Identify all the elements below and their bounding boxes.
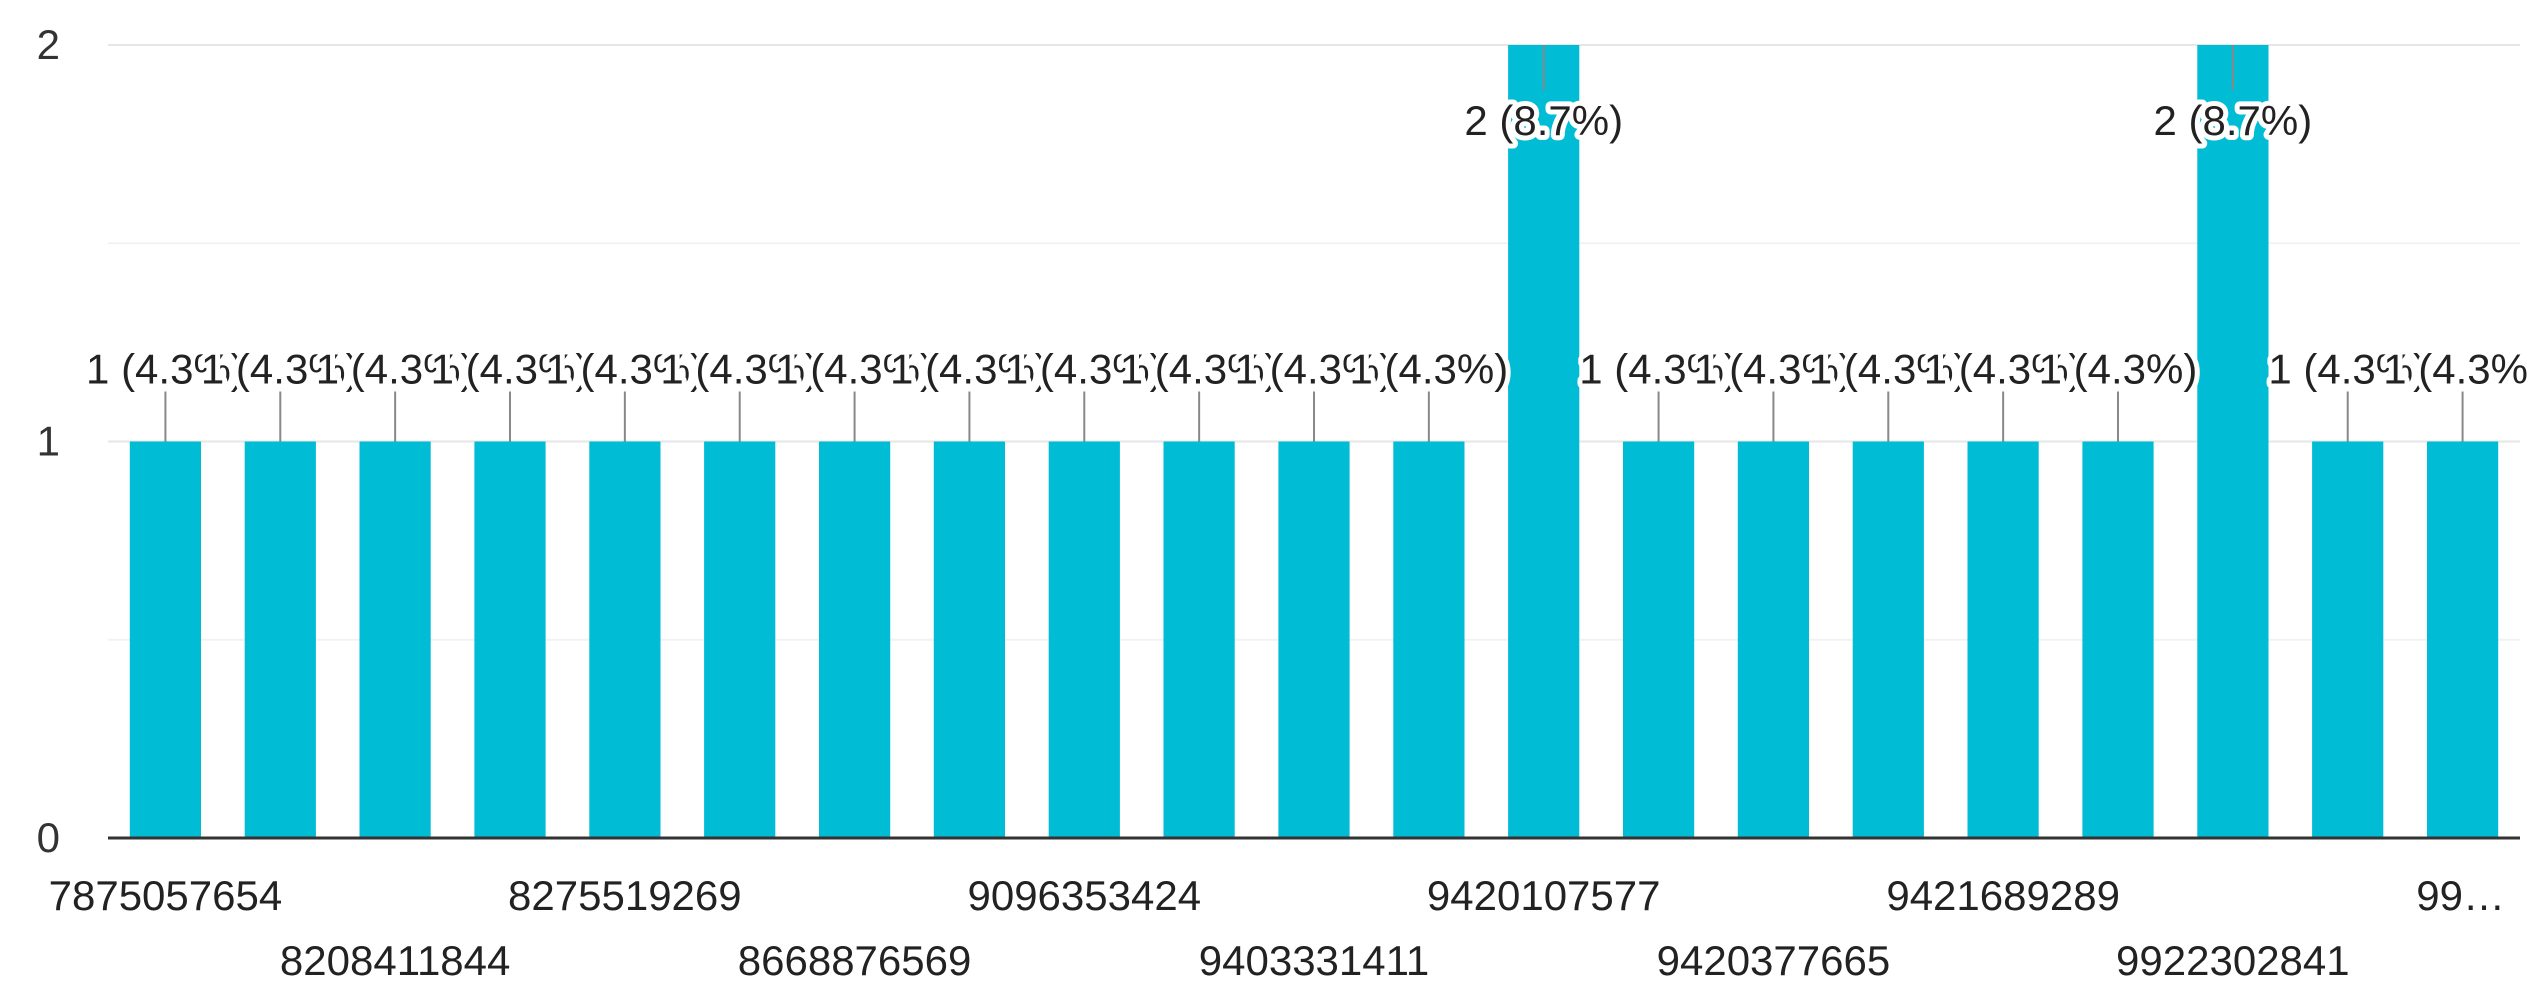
data-label: 1 (4.3%) xyxy=(1349,346,1508,393)
x-axis-category-labels: 7875057654 8208411844 8275519269 8668876569… xyxy=(49,872,2505,984)
bar[interactable] xyxy=(244,441,316,839)
data-label: 1 (4.3%) xyxy=(2268,346,2427,393)
data-label: 1 (4.3%) xyxy=(86,346,245,393)
bar[interactable] xyxy=(1737,441,1809,839)
bar[interactable] xyxy=(933,441,1005,839)
y-tick-label: 1 xyxy=(37,418,60,465)
x-category-label: 8275519269 xyxy=(508,872,742,919)
bar[interactable] xyxy=(1163,441,1235,839)
data-label: 1 (4.3%) xyxy=(1120,346,1279,393)
data-label: 1 (4.3%) xyxy=(545,346,704,393)
x-category-label: 9420377665 xyxy=(1657,937,1891,984)
bar[interactable] xyxy=(2312,441,2384,839)
data-label: 1 (4.3%) xyxy=(890,346,1049,393)
y-tick-label: 2 xyxy=(37,21,60,68)
bar[interactable] xyxy=(1967,441,2039,839)
bar[interactable] xyxy=(1393,441,1465,839)
x-category-label: 9421689289 xyxy=(1886,872,2120,919)
data-label: 1 (4.3%) xyxy=(1579,346,1738,393)
bar[interactable] xyxy=(1278,441,1350,839)
bar[interactable] xyxy=(2197,45,2269,838)
data-label: 1 (4.3%) xyxy=(201,346,360,393)
bar[interactable] xyxy=(1048,441,1120,839)
bar[interactable] xyxy=(1852,441,1924,839)
data-labels: 1 (4.3%)1 (4.3%)1 (4.3%)1 (4.3%)1 (4.3%)… xyxy=(81,45,2528,442)
x-category-label: 99… xyxy=(2416,872,2505,919)
bar[interactable] xyxy=(2427,441,2499,839)
bar[interactable] xyxy=(1508,45,1580,838)
data-label: 1 (4.3%) xyxy=(775,346,934,393)
bars xyxy=(129,45,2499,839)
data-label: 2 (8.7%) xyxy=(1464,97,1623,144)
x-category-label: 8668876569 xyxy=(738,937,972,984)
data-label: 1 (4.3%) xyxy=(1924,346,2083,393)
x-category-label: 9096353424 xyxy=(967,872,1201,919)
x-category-label: 9420107577 xyxy=(1427,872,1661,919)
data-label: 1 (4.3%) xyxy=(660,346,819,393)
bar[interactable] xyxy=(129,441,201,839)
data-label: 2 (8.7%) xyxy=(2153,97,2312,144)
bar[interactable] xyxy=(589,441,661,839)
data-label: 1 (4.3%) xyxy=(1005,346,1164,393)
bar[interactable] xyxy=(704,441,776,839)
y-tick-label: 0 xyxy=(37,814,60,861)
bar[interactable] xyxy=(359,441,431,839)
x-category-label: 9922302841 xyxy=(2116,937,2350,984)
bar[interactable] xyxy=(819,441,891,839)
data-label: 1 (4.3%) xyxy=(2383,346,2528,393)
data-label: 1 (4.3%) xyxy=(316,346,475,393)
bar[interactable] xyxy=(474,441,546,839)
x-category-label: 9403331411 xyxy=(1199,937,1429,984)
bar[interactable] xyxy=(1623,441,1695,839)
x-category-label: 7875057654 xyxy=(49,872,283,919)
x-category-label: 8208411844 xyxy=(280,937,510,984)
bar[interactable] xyxy=(2082,441,2154,839)
data-label: 1 (4.3%) xyxy=(1235,346,1394,393)
data-label: 1 (4.3%) xyxy=(1809,346,1968,393)
data-label: 1 (4.3%) xyxy=(1694,346,1853,393)
y-axis-ticks: 0 1 2 xyxy=(37,21,60,861)
data-label: 1 (4.3%) xyxy=(431,346,590,393)
data-label: 1 (4.3%) xyxy=(2039,346,2198,393)
